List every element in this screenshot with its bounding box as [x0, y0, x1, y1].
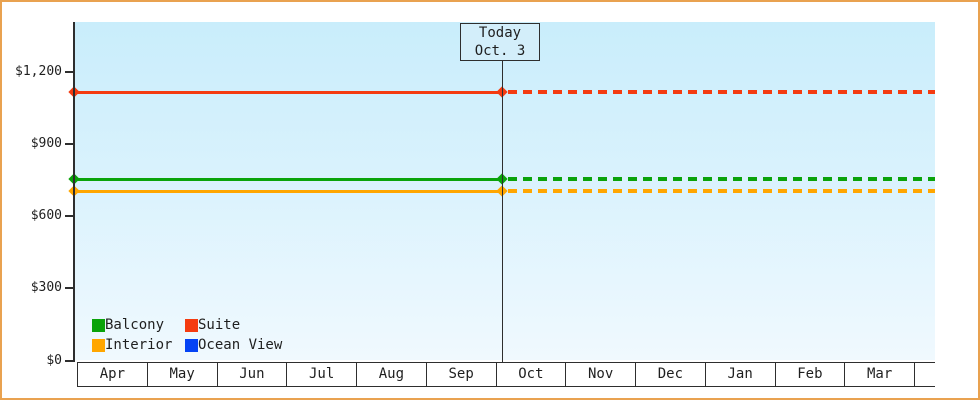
- legend-label: Balcony: [105, 317, 165, 333]
- today-vertical-line: [502, 61, 503, 362]
- month-label-apr: Apr: [77, 363, 147, 386]
- y-tick-label: $1,200: [15, 64, 62, 80]
- month-label-feb: Feb: [774, 363, 845, 386]
- y-tick: [65, 287, 74, 290]
- legend-swatch-icon: [185, 318, 198, 332]
- legend-item-interior: Interior: [92, 335, 185, 355]
- legend-swatch-icon: [185, 338, 198, 352]
- month-label-mar: Mar: [844, 363, 914, 386]
- y-tick: [65, 71, 74, 74]
- month-label-jan: Jan: [704, 363, 775, 386]
- legend-item-suite: Suite: [185, 315, 282, 335]
- series-line-solid-balcony: [75, 177, 502, 181]
- month-label-jun: Jun: [216, 363, 287, 386]
- today-flag-line2: Oct. 3: [474, 43, 526, 59]
- series-line-dashed-interior: [508, 189, 935, 194]
- legend-item-ocean-view: Ocean View: [185, 335, 282, 355]
- month-label-sep: Sep: [425, 363, 496, 386]
- month-label-nov: Nov: [565, 363, 635, 386]
- month-label-dec: Dec: [635, 363, 705, 386]
- x-axis-month-band: Apr May Jun Jul Aug Sep Oct Nov Dec Jan Feb Mar: [77, 362, 935, 387]
- month-label-may: May: [146, 363, 217, 386]
- y-tick: [65, 359, 74, 362]
- month-label-oct: Oct: [495, 363, 566, 386]
- today-flag-line1: Today: [478, 25, 522, 41]
- series-line-dashed-balcony: [508, 176, 935, 181]
- legend-swatch-icon: [92, 338, 105, 352]
- legend-label: Interior: [105, 337, 173, 353]
- month-label-aug: Aug: [356, 363, 426, 386]
- month-band-filler: [914, 363, 935, 386]
- series-line-solid-suite: [75, 91, 502, 95]
- today-flag: Today Oct. 3: [460, 23, 540, 61]
- y-tick-label: $0: [46, 352, 62, 368]
- legend: Balcony Suite Interior Ocean View: [92, 315, 282, 355]
- y-tick-label: $900: [30, 136, 62, 152]
- legend-label: Ocean View: [198, 337, 283, 353]
- legend-swatch-icon: [92, 318, 105, 332]
- y-axis-line: [73, 22, 75, 362]
- y-tick: [65, 143, 74, 146]
- y-tick-label: $300: [30, 280, 62, 296]
- month-label-jul: Jul: [286, 363, 356, 386]
- legend-item-balcony: Balcony: [92, 315, 185, 335]
- y-tick: [65, 215, 74, 218]
- legend-label: Suite: [198, 317, 241, 333]
- series-line-dashed-suite: [508, 90, 935, 95]
- y-tick-label: $600: [30, 208, 62, 224]
- series-line-solid-interior: [75, 190, 502, 194]
